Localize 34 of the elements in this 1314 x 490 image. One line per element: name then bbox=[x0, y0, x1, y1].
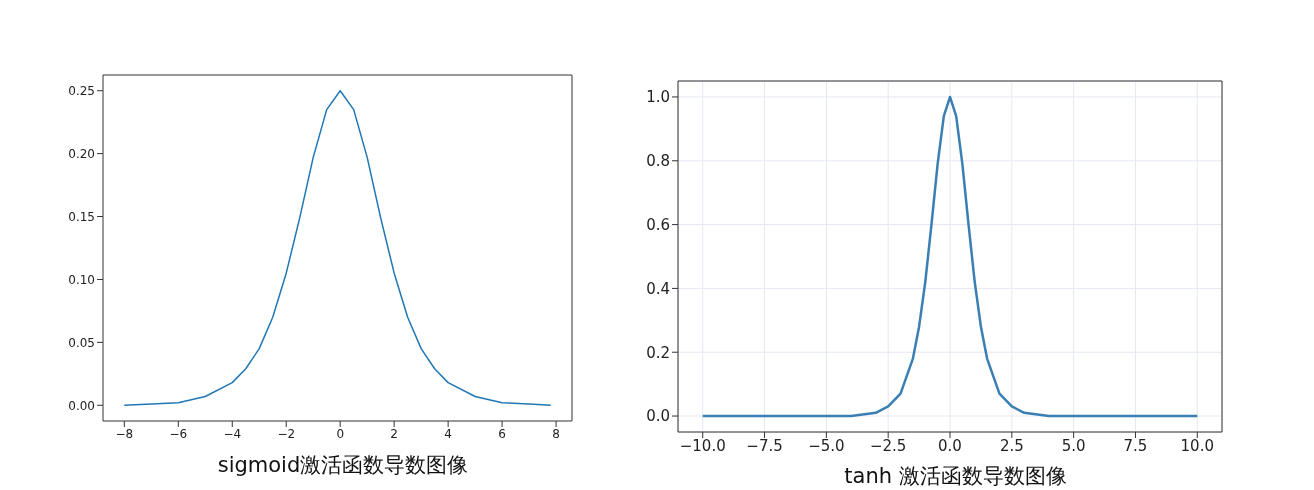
x-tick-label: 6 bbox=[498, 426, 506, 441]
x-tick-label: 2.5 bbox=[999, 436, 1024, 455]
line-series bbox=[701, 95, 1199, 418]
x-tick-label: 5.0 bbox=[1061, 436, 1086, 455]
x-tick-label: 10.0 bbox=[1180, 436, 1214, 455]
y-tick-label: 1.0 bbox=[646, 88, 670, 107]
x-tick-label: 4 bbox=[444, 426, 452, 441]
y-tick-label: 0.4 bbox=[646, 279, 670, 298]
y-tick-label: 0.20 bbox=[68, 146, 95, 161]
y-tick-label: 0.0 bbox=[646, 407, 670, 426]
x-tick-label: 2 bbox=[390, 426, 398, 441]
x-tick-label: −7.5 bbox=[746, 436, 783, 455]
x-tick-label: −4 bbox=[223, 426, 242, 441]
x-tick-label: −2 bbox=[277, 426, 296, 441]
y-tick-label: 0.00 bbox=[68, 398, 95, 413]
text: tanh 激活函数导数图像 bbox=[843, 463, 1068, 490]
x-tick-label: −6 bbox=[169, 426, 188, 441]
y-tick-label: 0.8 bbox=[646, 152, 670, 171]
x-tick-label: 0.0 bbox=[938, 436, 962, 455]
text: sigmoid激活函数导数图像 bbox=[216, 452, 470, 479]
x-tick-label: −8 bbox=[115, 426, 134, 441]
y-tick-label: 0.25 bbox=[68, 83, 95, 98]
y-tick-label: 0.10 bbox=[68, 272, 95, 287]
x-tick-label: −5.0 bbox=[808, 436, 845, 455]
y-tick-label: 0.2 bbox=[646, 343, 670, 362]
x-tick-label: −10.0 bbox=[679, 436, 726, 455]
x-tick-label: 0 bbox=[336, 426, 345, 441]
line-series bbox=[123, 89, 552, 407]
y-tick-label: 0.6 bbox=[646, 215, 670, 234]
x-tick-label: −2.5 bbox=[869, 436, 907, 455]
y-tick-label: 0.05 bbox=[68, 335, 95, 350]
y-tick-label: 0.15 bbox=[68, 209, 95, 224]
x-tick-label: 8 bbox=[552, 426, 560, 441]
x-tick-label: 7.5 bbox=[1123, 436, 1148, 455]
